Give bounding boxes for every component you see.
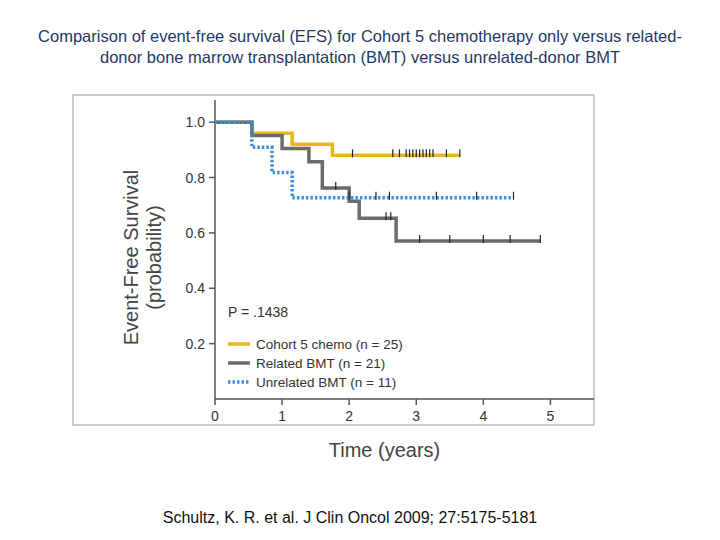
source: Schultz, K. R. et al. J Clin Oncol 2009;…	[163, 509, 538, 526]
km-curve	[215, 122, 514, 198]
censor-mark	[513, 192, 514, 200]
censor-mark	[459, 149, 460, 157]
censor-mark	[446, 149, 447, 157]
x-tick	[483, 399, 485, 405]
legend-label: Unrelated BMT (n = 11)	[256, 375, 396, 390]
x-axis	[215, 398, 594, 400]
x-axis-label: Time (years)	[329, 439, 440, 461]
censor-mark	[406, 149, 407, 157]
y-tick-label: 1.0	[186, 114, 206, 130]
censor-mark	[352, 149, 353, 157]
legend-label: Related BMT (n = 21)	[256, 356, 385, 371]
censor-mark	[483, 235, 484, 243]
y-axis	[214, 100, 216, 399]
censor-mark	[422, 149, 423, 157]
censor-mark	[416, 149, 417, 157]
censor-mark	[510, 235, 511, 243]
frame	[73, 95, 594, 425]
x-tick-label: 2	[345, 408, 353, 424]
y-tick-label: 0.8	[186, 170, 206, 186]
censor-mark	[412, 149, 413, 157]
plot-area	[215, 122, 540, 243]
censor-mark	[385, 212, 386, 220]
p-value: P = .1438	[228, 304, 288, 320]
censor-mark	[429, 149, 430, 157]
x-tick-label: 3	[412, 408, 420, 424]
chart: 0.2 0.4 0.6 0.8 1.0 0 1 2 3 4 5 Time (years) Event-F…	[0, 0, 720, 540]
y-axis-label: Event-Free Survival(probability)	[120, 170, 165, 346]
censor-mark	[349, 192, 350, 200]
x-tick-label: 5	[546, 408, 554, 424]
censor-mark	[335, 182, 336, 190]
y-tick-label: 0.2	[186, 336, 206, 352]
legend-swatch	[228, 342, 250, 346]
censor-mark	[449, 235, 450, 243]
stage: Comparison of event-free survival (EFS) …	[0, 0, 720, 540]
legend-label: Cohort 5 chemo (n = 25)	[256, 337, 403, 352]
y-tick	[209, 121, 215, 123]
censor-mark	[426, 149, 427, 157]
censor-mark	[419, 149, 420, 157]
x-tick	[214, 399, 216, 405]
x-tick	[281, 399, 283, 405]
km-curve	[215, 122, 540, 241]
censor-mark	[476, 192, 477, 200]
legend-swatch	[228, 361, 250, 365]
x-tick-label: 1	[278, 408, 286, 424]
y-axis-label-line: Event-Free Survival	[120, 170, 142, 346]
censor-mark	[389, 192, 390, 200]
x-tick	[348, 399, 350, 405]
x-tick-label: 4	[479, 408, 487, 424]
y-tick	[209, 288, 215, 290]
y-tick	[209, 177, 215, 179]
censor-mark	[390, 212, 391, 220]
title: Comparison of event-free survival (EFS) …	[18, 26, 702, 68]
censor-mark	[436, 192, 437, 200]
y-tick-label: 0.6	[186, 225, 206, 241]
censor-mark	[392, 149, 393, 157]
legend-swatch	[228, 380, 250, 384]
censor-mark	[409, 149, 410, 157]
censor-mark	[399, 149, 400, 157]
censor-mark	[540, 235, 541, 243]
y-tick	[209, 232, 215, 234]
x-tick	[550, 399, 552, 405]
x-tick-label: 0	[211, 408, 219, 424]
censor-mark	[375, 192, 376, 200]
y-tick-label: 0.4	[186, 280, 206, 296]
x-tick	[415, 399, 417, 405]
censor-mark	[432, 149, 433, 157]
y-axis-label-line: (probability)	[143, 205, 165, 309]
censor-mark	[419, 235, 420, 243]
y-tick	[209, 343, 215, 345]
